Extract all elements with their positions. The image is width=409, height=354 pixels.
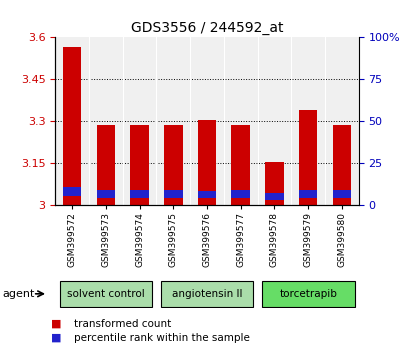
Bar [160, 281, 253, 307]
Bar [63, 187, 81, 195]
Text: solvent control: solvent control [67, 289, 144, 299]
Text: percentile rank within the sample: percentile rank within the sample [74, 333, 249, 343]
Bar [197, 191, 216, 198]
Bar [197, 120, 216, 205]
Bar [332, 125, 350, 205]
Bar [130, 190, 148, 198]
Text: torcetrapib: torcetrapib [279, 289, 336, 299]
Text: angiotensin II: angiotensin II [171, 289, 242, 299]
Bar [59, 281, 152, 307]
Bar [298, 190, 317, 198]
Bar [164, 125, 182, 205]
Text: transformed count: transformed count [74, 319, 171, 329]
Text: ■: ■ [51, 319, 62, 329]
Bar [261, 281, 354, 307]
Bar [332, 190, 350, 198]
Bar [97, 125, 115, 205]
Bar [298, 110, 317, 205]
Bar [265, 193, 283, 200]
Text: agent: agent [2, 289, 34, 299]
Bar [231, 190, 249, 198]
Title: GDS3556 / 244592_at: GDS3556 / 244592_at [130, 21, 283, 35]
Bar [265, 162, 283, 205]
Bar [63, 47, 81, 205]
Bar [130, 125, 148, 205]
Bar [164, 190, 182, 198]
Bar [97, 190, 115, 198]
Text: ■: ■ [51, 333, 62, 343]
Bar [231, 125, 249, 205]
